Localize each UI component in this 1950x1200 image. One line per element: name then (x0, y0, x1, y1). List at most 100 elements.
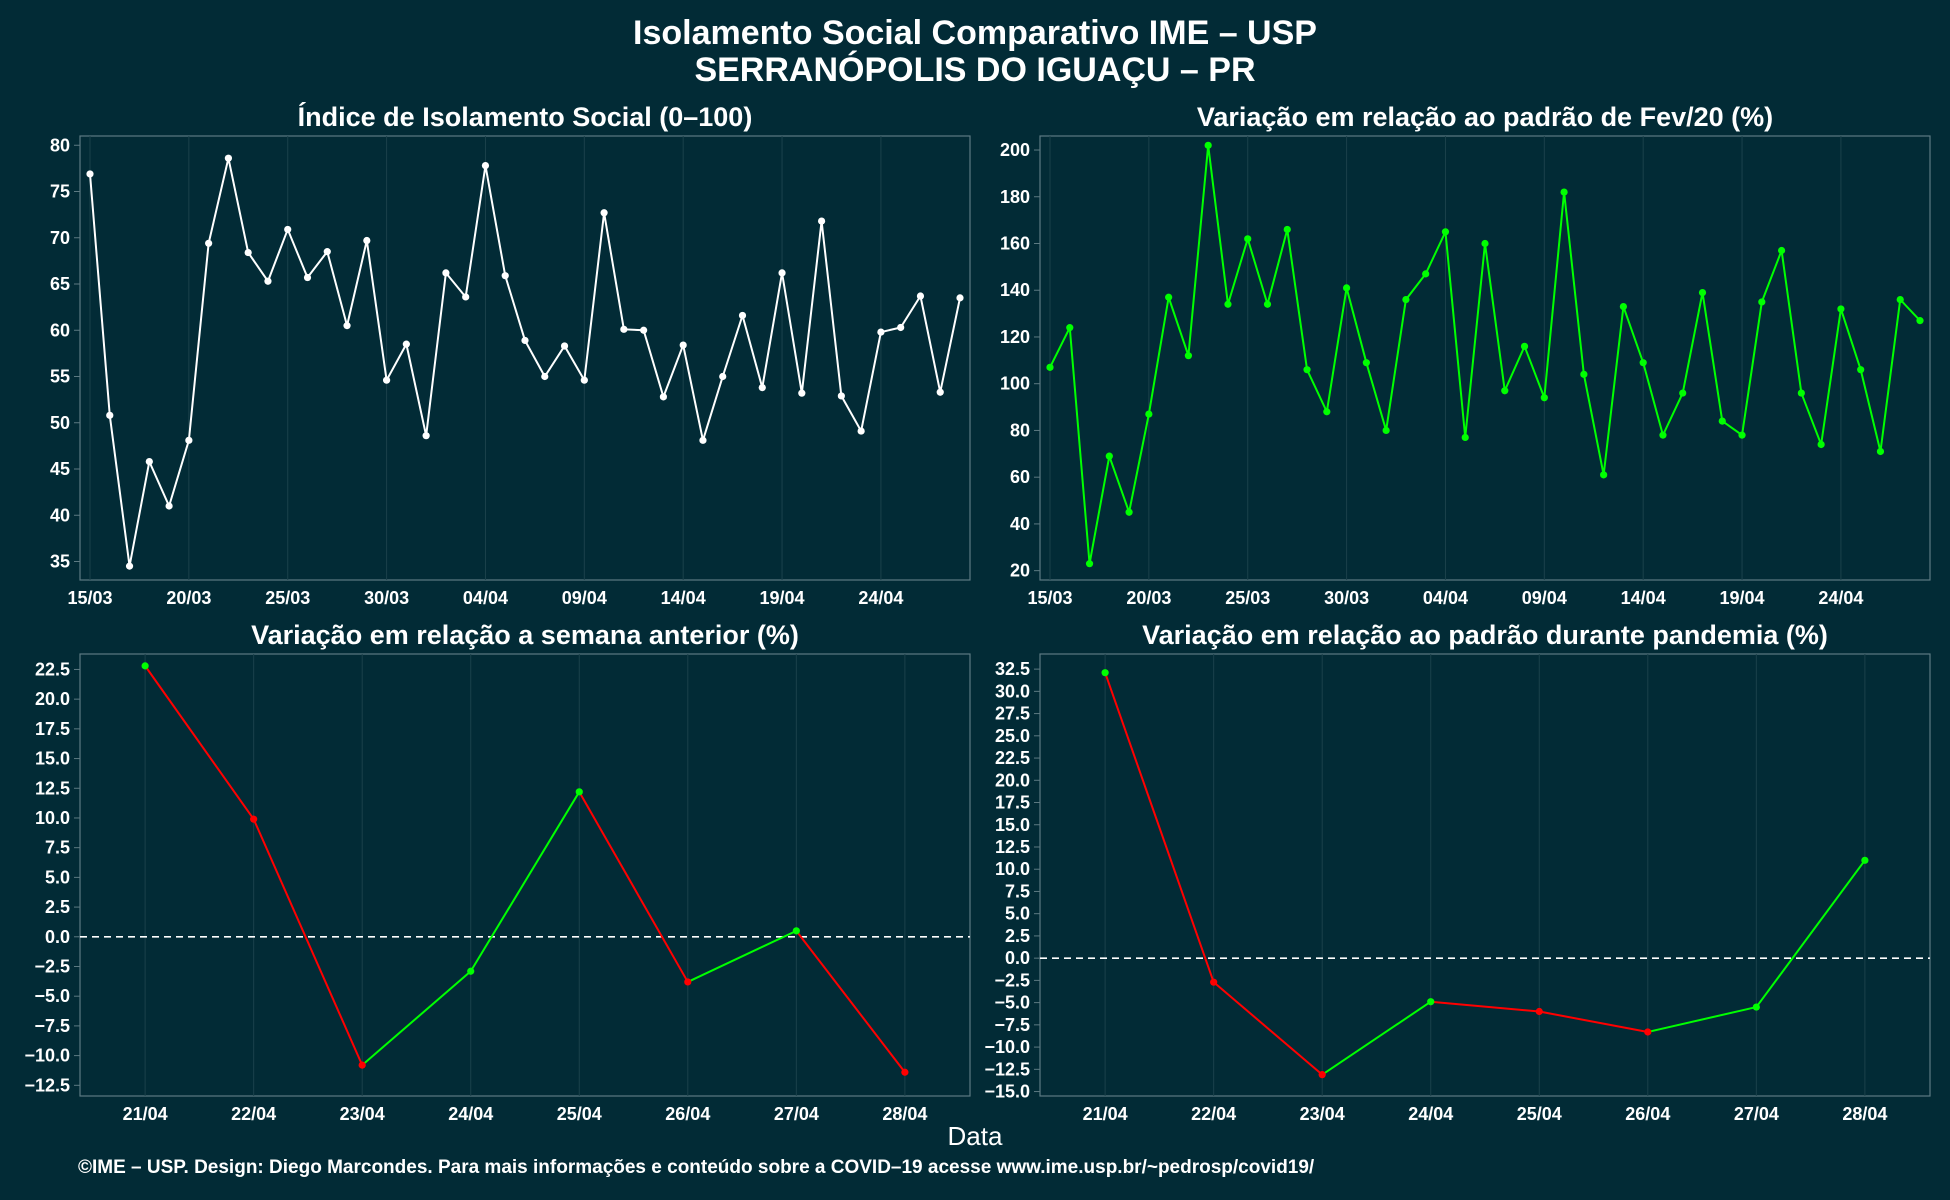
previous-week-variation-chart: 21/04 22/04 23/04 24/04 25/04 26/04 27/04 28/04… (24, 653, 971, 1124)
data-point (1797, 389, 1805, 397)
y-tick-label: 140 (1000, 280, 1030, 300)
data-point (1896, 295, 1904, 304)
y-tick-label: 5.0 (1005, 904, 1030, 924)
plot-frame (1039, 135, 1931, 581)
y-tick-label: 2.5 (45, 897, 70, 917)
x-tick-label: 21/04 (123, 1104, 168, 1124)
data-point (1758, 298, 1766, 306)
data-point (481, 162, 490, 170)
y-tick-label: 80 (1010, 420, 1030, 440)
data-point (1422, 270, 1430, 278)
x-tick-label: 25/03 (265, 588, 310, 608)
y-tick-label: 15.0 (35, 749, 70, 769)
data-point (1101, 669, 1109, 677)
y-tick-label: 180 (1000, 187, 1030, 207)
data-point (837, 392, 845, 400)
y-tick-label: 25.0 (995, 726, 1030, 746)
x-tick-label: 20/03 (1126, 588, 1171, 608)
series-segment (1647, 1006, 1757, 1033)
panel-4-title: Variação em relação ao padrão durante pa… (1142, 620, 1828, 650)
data-point (1402, 295, 1410, 304)
x-tick-label: 22/04 (1191, 1104, 1236, 1124)
y-tick-label: 32.5 (995, 659, 1030, 679)
data-point (1679, 389, 1687, 397)
y-tick-label: 160 (1000, 233, 1030, 253)
data-point (792, 927, 800, 935)
y-tick-label: −10.0 (984, 1037, 1030, 1057)
data-point (125, 562, 134, 570)
data-point (467, 967, 475, 975)
data-point (185, 436, 193, 444)
y-tick-label: 27.5 (995, 704, 1030, 724)
x-tick-label: 22/04 (231, 1104, 276, 1124)
x-tick-label: 23/04 (340, 1104, 385, 1124)
data-point (1481, 239, 1489, 248)
y-tick-label: −7.5 (34, 1016, 70, 1036)
data-point (145, 458, 153, 466)
data-point (382, 376, 391, 384)
plot-frame (79, 135, 971, 581)
x-tick-label: 25/04 (557, 1104, 602, 1124)
data-point (402, 340, 410, 348)
y-tick-label: −5.0 (994, 993, 1030, 1013)
data-point (1105, 452, 1113, 460)
x-tick-label: 15/03 (67, 588, 112, 608)
data-point (224, 154, 233, 162)
data-point (1283, 225, 1291, 234)
isolation-index-chart: 15/03 20/03 25/03 30/03 04/04 09/04 14/04 19/04… (50, 135, 971, 608)
data-point (1540, 394, 1548, 402)
data-point (1560, 188, 1568, 196)
y-tick-label: 12.5 (35, 778, 70, 798)
y-tick-label: 35 (50, 552, 70, 572)
data-point (580, 376, 588, 384)
x-tick-label: 15/03 (1027, 588, 1072, 608)
y-tick-label: 17.5 (995, 793, 1030, 813)
data-point (738, 311, 747, 320)
y-tick-label: 60 (1010, 467, 1030, 487)
data-point (1085, 560, 1094, 568)
y-tick-label: 40 (50, 505, 70, 525)
y-tick-label: 12.5 (995, 837, 1030, 857)
y-tick-label: 2.5 (1005, 926, 1030, 946)
y-tick-label: 20.0 (35, 689, 70, 709)
data-point (575, 788, 583, 796)
y-tick-label: 22.5 (35, 659, 70, 679)
y-tick-label: 17.5 (35, 719, 70, 739)
series-segment (1539, 1010, 1648, 1033)
y-tick-label: 7.5 (1005, 881, 1030, 901)
data-point (1619, 302, 1628, 311)
data-point (1204, 141, 1212, 149)
data-point (1210, 978, 1218, 986)
y-tick-label: 5.0 (45, 867, 70, 887)
data-point (264, 277, 272, 285)
x-tick-label: 20/03 (166, 588, 211, 608)
y-tick-label: −15.0 (984, 1082, 1030, 1102)
data-point (501, 272, 509, 280)
data-point (1441, 228, 1450, 236)
data-point (1535, 1007, 1543, 1016)
y-tick-label: 75 (50, 182, 70, 202)
data-point (560, 342, 569, 350)
main-title: Isolamento Social Comparativo IME – USP (633, 14, 1317, 52)
data-point (106, 411, 114, 419)
data-point (679, 341, 687, 349)
data-point (1659, 431, 1667, 439)
x-tick-label: 24/04 (1818, 588, 1863, 608)
y-tick-label: 80 (50, 135, 70, 155)
data-point (541, 372, 549, 381)
x-tick-label: 26/04 (665, 1104, 710, 1124)
data-point (1857, 366, 1865, 374)
y-tick-label: 65 (50, 274, 70, 294)
data-point (1224, 300, 1232, 308)
plot-frame (1039, 653, 1931, 1097)
data-point (620, 325, 628, 333)
data-point (1501, 387, 1509, 395)
data-point (1738, 431, 1746, 439)
data-point (936, 388, 944, 396)
data-point (442, 269, 450, 277)
y-tick-label: 0.0 (1005, 948, 1030, 968)
y-tick-label: 70 (50, 228, 70, 248)
y-tick-label: −12.5 (24, 1075, 70, 1095)
data-point (363, 236, 371, 245)
data-point (244, 248, 252, 257)
